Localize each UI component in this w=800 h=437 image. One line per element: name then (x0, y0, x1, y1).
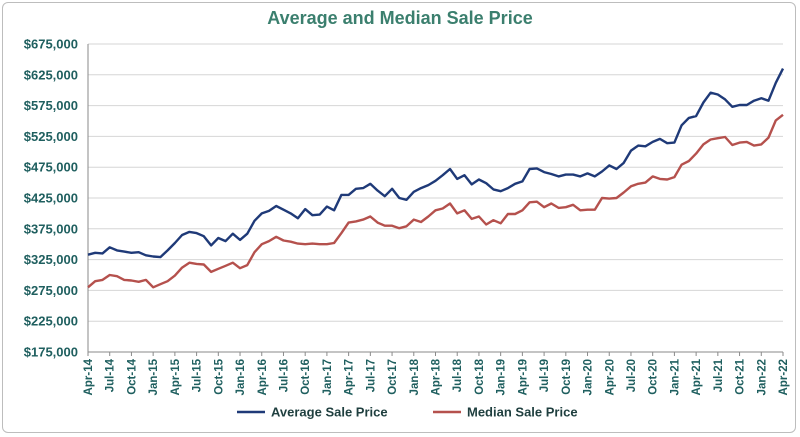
series-lines (87, 68, 785, 289)
grid-lines (88, 43, 783, 353)
x-tick-label: Jan-19 (496, 359, 508, 395)
x-tick-label: Oct-16 (300, 359, 312, 395)
x-tick-label: Jan-15 (148, 358, 160, 395)
chart-title: Average and Median Sale Price (267, 8, 532, 28)
x-axis-ticks: Apr-14 Jul-14 Oct-14 Jan-15 Apr-15 Jul-15 Oct-… (83, 352, 790, 395)
x-tick-label: Jan-17 (322, 359, 334, 395)
x-tick-label: Jul-20 (626, 359, 638, 392)
x-tick-label: Jul-16 (278, 359, 290, 392)
x-tick-label: Jan-18 (409, 358, 421, 395)
x-tick-label: Apr-14 (83, 358, 95, 395)
y-tick-label: $275,000 (24, 283, 78, 298)
x-tick-label: Apr-19 (517, 359, 529, 395)
x-tick-label: Oct-20 (648, 359, 660, 395)
x-tick-label: Apr-21 (691, 358, 703, 395)
x-tick-label: Jul-21 (713, 358, 725, 392)
y-tick-label: $375,000 (24, 221, 78, 236)
y-tick-label: $225,000 (24, 314, 78, 329)
x-tick-label: Jan-20 (583, 359, 595, 395)
y-tick-label: $625,000 (24, 67, 78, 82)
x-tick-label: Apr-15 (170, 358, 182, 395)
x-tick-label: Oct-15 (213, 358, 225, 394)
x-tick-label: Jan-22 (756, 359, 768, 395)
x-tick-label: Jul-15 (192, 358, 204, 392)
x-tick-label: Oct-18 (474, 358, 486, 394)
chart-frame (2, 2, 796, 433)
x-tick-label: Oct-19 (561, 359, 573, 395)
y-tick-label: $425,000 (24, 191, 78, 206)
series-line-median (87, 113, 784, 289)
y-tick-label: $675,000 (24, 37, 78, 52)
y-tick-label: $325,000 (24, 252, 78, 267)
y-tick-label: $175,000 (24, 345, 78, 360)
x-tick-label: Apr-22 (778, 359, 790, 395)
x-tick-label: Apr-16 (257, 359, 269, 395)
x-tick-label: Oct-14 (126, 358, 138, 394)
x-tick-label: Jul-17 (365, 359, 377, 392)
legend: Average Sale Price Median Sale Price (237, 405, 578, 420)
x-tick-label: Apr-18 (431, 358, 443, 395)
x-tick-label: Jul-18 (452, 358, 464, 392)
y-tick-label: $475,000 (24, 160, 78, 175)
x-tick-label: Jan-16 (235, 359, 247, 395)
y-tick-label: $575,000 (24, 98, 78, 113)
legend-label: Average Sale Price (271, 405, 388, 420)
series-line-average (87, 68, 785, 259)
y-axis-ticks: $175,000 $225,000 $275,000 $325,000 $375,000… (24, 37, 78, 360)
x-tick-label: Jul-14 (105, 358, 117, 392)
x-tick-label: Oct-17 (387, 359, 399, 395)
x-tick-label: Jan-21 (669, 358, 681, 395)
x-tick-label: Apr-17 (344, 359, 356, 395)
x-tick-label: Jul-19 (539, 359, 551, 392)
x-tick-label: Apr-20 (604, 359, 616, 395)
y-tick-label: $525,000 (24, 129, 78, 144)
legend-label: Median Sale Price (467, 405, 578, 420)
x-tick-label: Oct-21 (735, 358, 747, 394)
